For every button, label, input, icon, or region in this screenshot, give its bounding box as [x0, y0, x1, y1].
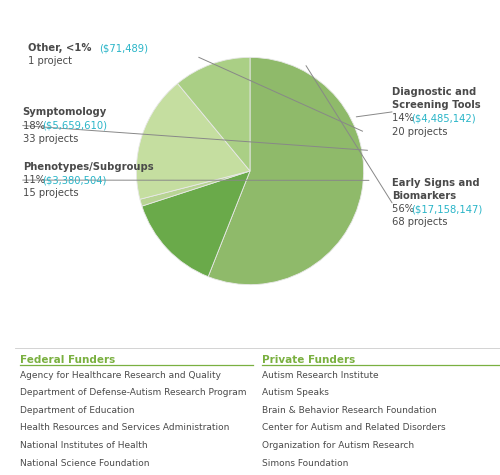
Text: Department of Defense-Autism Research Program: Department of Defense-Autism Research Pr…: [20, 388, 246, 397]
Text: Center for Autism and Related Disorders: Center for Autism and Related Disorders: [262, 423, 446, 432]
Text: 11%: 11%: [22, 175, 48, 185]
Wedge shape: [136, 84, 250, 199]
Text: Screening Tools: Screening Tools: [392, 100, 480, 110]
Text: Other, <1%: Other, <1%: [28, 43, 96, 53]
Text: 15 projects: 15 projects: [22, 188, 78, 198]
Text: 33 projects: 33 projects: [22, 133, 78, 143]
Text: ($4,485,142): ($4,485,142): [412, 114, 476, 124]
Text: 14%: 14%: [392, 114, 417, 124]
Text: Biomarkers: Biomarkers: [392, 191, 456, 201]
Text: 1 project: 1 project: [28, 57, 72, 66]
Text: Simons Foundation: Simons Foundation: [262, 459, 348, 468]
Text: Agency for Healthcare Research and Quality: Agency for Healthcare Research and Quali…: [20, 370, 221, 380]
Wedge shape: [208, 57, 364, 285]
Text: Autism Research Institute: Autism Research Institute: [262, 370, 379, 380]
Text: 18%: 18%: [22, 121, 48, 131]
Text: Private Funders: Private Funders: [262, 355, 356, 365]
Text: ($3,380,504): ($3,380,504): [42, 175, 106, 185]
Text: Organization for Autism Research: Organization for Autism Research: [262, 441, 414, 450]
Text: Brain & Behavior Research Foundation: Brain & Behavior Research Foundation: [262, 406, 437, 415]
Text: Department of Education: Department of Education: [20, 406, 134, 415]
Text: Early Signs and: Early Signs and: [392, 178, 480, 188]
Text: 68 projects: 68 projects: [392, 218, 448, 228]
Text: National Institutes of Health: National Institutes of Health: [20, 441, 148, 450]
Text: 20 projects: 20 projects: [392, 126, 448, 136]
Text: Federal Funders: Federal Funders: [20, 355, 115, 365]
Wedge shape: [142, 171, 250, 276]
Text: Symptomology: Symptomology: [22, 107, 107, 117]
Wedge shape: [178, 57, 250, 171]
Text: Health Resources and Services Administration: Health Resources and Services Administra…: [20, 423, 229, 432]
Wedge shape: [140, 171, 250, 206]
Text: ($17,158,147): ($17,158,147): [412, 204, 482, 214]
Text: ($5,659,610): ($5,659,610): [42, 121, 107, 131]
Text: 56%: 56%: [392, 204, 417, 214]
Text: National Science Foundation: National Science Foundation: [20, 459, 150, 468]
Text: Diagnostic and: Diagnostic and: [392, 87, 476, 97]
Text: Phenotypes/Subgroups: Phenotypes/Subgroups: [22, 162, 154, 172]
Text: ($71,489): ($71,489): [99, 43, 148, 53]
Text: Autism Speaks: Autism Speaks: [262, 388, 329, 397]
